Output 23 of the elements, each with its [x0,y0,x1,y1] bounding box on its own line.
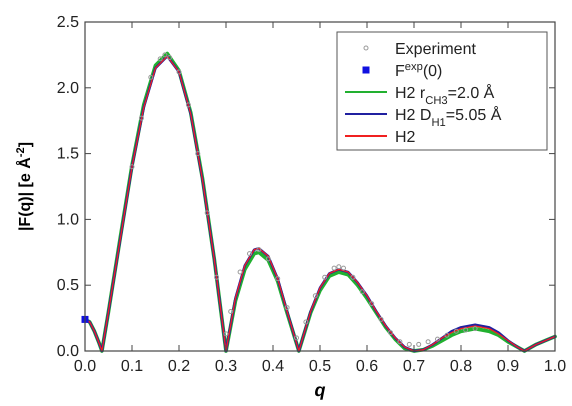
y-tick-label: 0.0 [56,343,80,360]
x-tick-label: 0.5 [308,358,332,375]
legend-label: H2 D$_{H1}$=5.05 Å [395,106,502,129]
legend-label: H2 [395,129,416,146]
x-tick-label: 0.0 [74,358,96,375]
y-tick-label: 2.0 [56,80,80,97]
x-tick-label: 0.8 [450,358,472,375]
x-tick-label: 0.4 [262,358,284,375]
x-tick-label: 1.0 [544,358,566,375]
y-tick-label: 1.5 [56,146,80,163]
x-tick-label: 0.3 [214,358,238,375]
x-tick-label: 0.9 [496,358,520,375]
x-tick-label: 0.7 [402,358,426,375]
legend-label: Experiment [395,41,476,58]
x-tick-label: 0.6 [356,358,378,375]
y-tick-label: 1.0 [56,211,80,228]
x-tick-label: 0.1 [120,358,144,375]
legend-label: H2 r$_{CH3}$=2.0 Å [395,84,495,107]
x-axis-title: q [314,380,326,400]
legend-label: F$^{exp}$(0) [395,61,442,80]
y-tick-label: 0.5 [56,277,80,294]
x-tick-label: 0.2 [168,358,190,375]
y-tick-label: 2.5 [56,14,80,31]
